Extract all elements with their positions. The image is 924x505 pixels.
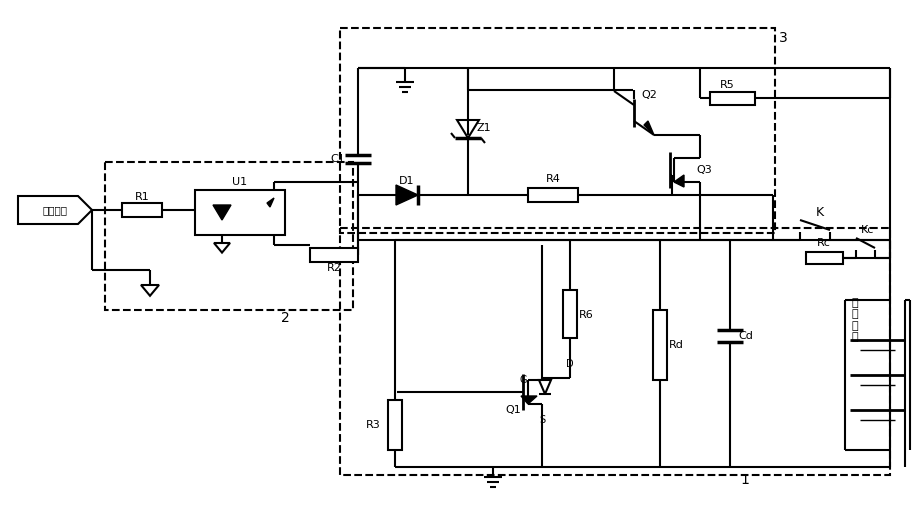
Polygon shape <box>674 175 684 187</box>
Text: K: K <box>816 206 824 219</box>
Bar <box>122 203 162 217</box>
Text: Z1: Z1 <box>477 123 492 133</box>
Text: 1: 1 <box>740 473 749 487</box>
Bar <box>105 162 353 310</box>
Text: Rc: Rc <box>817 238 831 248</box>
Bar <box>806 252 843 264</box>
Polygon shape <box>267 198 274 207</box>
Polygon shape <box>213 205 231 220</box>
Text: 2: 2 <box>281 311 289 325</box>
Text: Kc: Kc <box>861 225 875 235</box>
Bar <box>340 228 890 475</box>
Bar <box>195 190 285 235</box>
Bar <box>310 248 358 262</box>
Text: Rd: Rd <box>669 340 684 350</box>
Text: 动
力
电
池: 动 力 电 池 <box>852 297 858 342</box>
Text: S: S <box>539 415 545 425</box>
Text: 3: 3 <box>779 31 787 45</box>
Text: R6: R6 <box>578 310 593 320</box>
Text: R3: R3 <box>366 420 381 430</box>
Text: C1: C1 <box>331 154 346 164</box>
Bar <box>528 188 578 202</box>
Text: Q2: Q2 <box>641 90 657 100</box>
Text: D: D <box>566 359 574 369</box>
Text: Q1: Q1 <box>505 405 521 415</box>
Text: R2: R2 <box>326 263 342 273</box>
Text: G: G <box>519 375 527 385</box>
Bar <box>388 400 402 450</box>
Bar <box>340 28 775 233</box>
Text: R1: R1 <box>135 192 150 202</box>
Bar <box>653 310 667 380</box>
Text: R5: R5 <box>720 80 735 90</box>
Text: R4: R4 <box>545 174 561 184</box>
Text: U1: U1 <box>233 177 248 187</box>
Bar <box>710 92 755 105</box>
Polygon shape <box>644 121 654 135</box>
Text: Q3: Q3 <box>696 165 711 175</box>
Bar <box>563 290 577 338</box>
Text: 放电指令: 放电指令 <box>43 205 67 215</box>
Polygon shape <box>396 185 418 205</box>
Text: D1: D1 <box>399 176 415 186</box>
Text: Cd: Cd <box>738 331 753 341</box>
Polygon shape <box>521 396 537 404</box>
